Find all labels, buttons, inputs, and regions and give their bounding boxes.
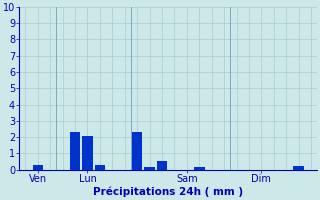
Bar <box>157 161 167 170</box>
Bar <box>194 167 204 170</box>
Bar <box>293 166 304 170</box>
Bar <box>132 132 142 170</box>
Bar <box>95 165 105 170</box>
Bar <box>33 165 43 170</box>
X-axis label: Précipitations 24h ( mm ): Précipitations 24h ( mm ) <box>93 187 243 197</box>
Bar <box>70 132 80 170</box>
Bar <box>82 136 93 170</box>
Bar <box>144 167 155 170</box>
